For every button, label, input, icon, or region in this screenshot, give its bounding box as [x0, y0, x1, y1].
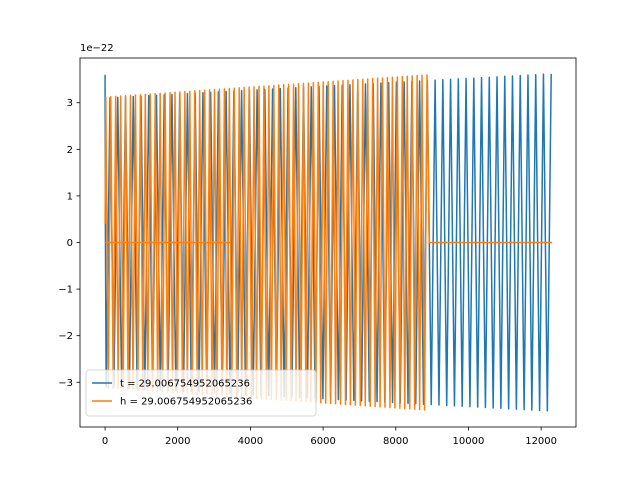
x-axis-ticks: 0 2000 4000 6000 8000 10000 12000 [102, 427, 557, 447]
legend-label: t = 29.006754952065236 [120, 379, 250, 390]
y-axis-offset-text: 1e−22 [80, 43, 114, 54]
y-tick-label: 1 [67, 191, 73, 202]
legend-label: h = 29.006754952065236 [120, 397, 252, 408]
y-tick-label: 3 [67, 98, 73, 109]
y-tick-label: 2 [67, 145, 73, 156]
x-tick-label: 12000 [525, 436, 557, 447]
y-axis-ticks: −3 −2 −1 0 1 2 3 [58, 98, 80, 389]
x-tick-label: 4000 [238, 436, 263, 447]
y-tick-label: 0 [67, 238, 73, 249]
series-line-h [104, 74, 553, 411]
x-tick-label: 10000 [453, 436, 485, 447]
y-tick-label: −3 [58, 378, 73, 389]
x-tick-label: 0 [102, 436, 108, 447]
x-tick-label: 2000 [165, 436, 190, 447]
legend: t = 29.006754952065236 h = 29.00675495206… [85, 369, 317, 417]
series-group [104, 73, 553, 412]
legend-box [85, 369, 317, 417]
y-tick-label: −1 [58, 285, 73, 296]
x-tick-label: 6000 [310, 436, 335, 447]
y-tick-label: −2 [58, 331, 73, 342]
x-tick-label: 8000 [383, 436, 408, 447]
